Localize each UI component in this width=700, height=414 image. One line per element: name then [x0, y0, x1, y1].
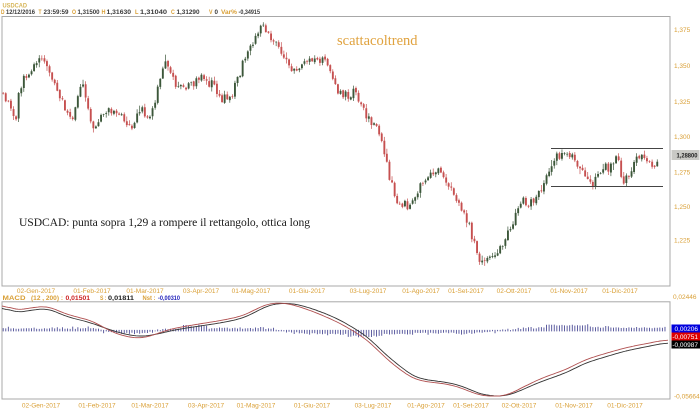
svg-text:02-Ott-2017: 02-Ott-2017 [497, 288, 532, 295]
svg-text:V: V [209, 9, 213, 16]
svg-text:H: H [102, 9, 106, 16]
svg-text:1,225: 1,225 [674, 237, 691, 244]
svg-text:1,275: 1,275 [674, 169, 691, 176]
svg-text:01-Ago-2017: 01-Ago-2017 [407, 403, 445, 410]
svg-text:01-Set-2017: 01-Set-2017 [453, 403, 489, 410]
svg-text:1,31040: 1,31040 [140, 9, 167, 16]
svg-text:03-Lug-2017: 03-Lug-2017 [350, 288, 387, 295]
svg-text:1,375: 1,375 [674, 27, 691, 34]
svg-text:01-Mar-2017: 01-Mar-2017 [126, 288, 164, 295]
svg-text:D: D [1, 9, 5, 16]
svg-text:01-Ago-2017: 01-Ago-2017 [402, 288, 440, 295]
svg-text:1,250: 1,250 [674, 204, 691, 211]
svg-text:03-Apr-2017: 03-Apr-2017 [183, 288, 220, 295]
svg-text:USDCAD: USDCAD [3, 3, 28, 10]
svg-text:0,01501: 0,01501 [66, 295, 91, 302]
svg-text:01-Feb-2017: 01-Feb-2017 [78, 403, 116, 410]
svg-text:0,00206: 0,00206 [675, 326, 699, 333]
svg-text:12/12/2016: 12/12/2016 [6, 9, 35, 16]
svg-text:scattacoltrend: scattacoltrend [337, 33, 418, 49]
svg-text:Nst :: Nst : [143, 295, 156, 302]
svg-text:0,01811: 0,01811 [108, 295, 134, 302]
svg-text:L: L [135, 9, 139, 16]
svg-text:C: C [171, 9, 175, 16]
svg-text:02-Gen-2017: 02-Gen-2017 [17, 288, 56, 295]
svg-text:01-Nov-2017: 01-Nov-2017 [550, 288, 588, 295]
svg-text:01-Giu-2017: 01-Giu-2017 [289, 288, 326, 295]
svg-text:Var%: Var% [221, 9, 237, 16]
svg-text:03-Lug-2017: 03-Lug-2017 [355, 403, 392, 410]
svg-text:02-Ott-2017: 02-Ott-2017 [502, 403, 537, 410]
svg-text:1,31630: 1,31630 [107, 9, 132, 16]
svg-text:23:59:59: 23:59:59 [44, 9, 69, 16]
svg-text:-0,05664: -0,05664 [674, 394, 700, 401]
svg-text:1,31290: 1,31290 [177, 9, 200, 16]
svg-text:01-Mag-2017: 01-Mag-2017 [237, 403, 276, 410]
svg-text:02-Gen-2017: 02-Gen-2017 [22, 403, 61, 410]
svg-text:(12 , 200) :: (12 , 200) : [31, 295, 63, 302]
svg-text:1,300: 1,300 [674, 134, 691, 141]
svg-text:1,350: 1,350 [674, 63, 691, 70]
svg-text:01-Mag-2017: 01-Mag-2017 [232, 288, 271, 295]
svg-text:-0,00310: -0,00310 [158, 295, 180, 302]
svg-text:1,28800: 1,28800 [677, 152, 698, 159]
svg-text:-0,00987: -0,00987 [672, 342, 698, 349]
svg-text:01-Set-2017: 01-Set-2017 [448, 288, 484, 295]
svg-text:01-Feb-2017: 01-Feb-2017 [73, 288, 111, 295]
svg-text:03-Apr-2017: 03-Apr-2017 [188, 403, 225, 410]
svg-text:0,02446: 0,02446 [673, 294, 697, 301]
svg-text:-0,00751: -0,00751 [672, 334, 698, 341]
svg-text:01-Giu-2017: 01-Giu-2017 [294, 403, 331, 410]
svg-text:O: O [72, 9, 76, 16]
svg-text:01-Mar-2017: 01-Mar-2017 [131, 403, 169, 410]
svg-text:USDCAD: punta sopra 1,29 a rom: USDCAD: punta sopra 1,29 a rompere il re… [19, 216, 310, 229]
svg-text:01-Nov-2017: 01-Nov-2017 [555, 403, 593, 410]
svg-text:T: T [39, 9, 42, 16]
svg-text:0: 0 [215, 9, 219, 16]
svg-text:-0,34915: -0,34915 [239, 9, 261, 16]
svg-text:1,31500: 1,31500 [78, 9, 100, 16]
svg-text:MACD: MACD [3, 295, 26, 302]
svg-text:S :: S : [100, 295, 107, 302]
svg-text:1,325: 1,325 [674, 99, 691, 106]
svg-text:01-Dic-2017: 01-Dic-2017 [607, 403, 643, 410]
svg-text:01-Dic-2017: 01-Dic-2017 [602, 288, 638, 295]
